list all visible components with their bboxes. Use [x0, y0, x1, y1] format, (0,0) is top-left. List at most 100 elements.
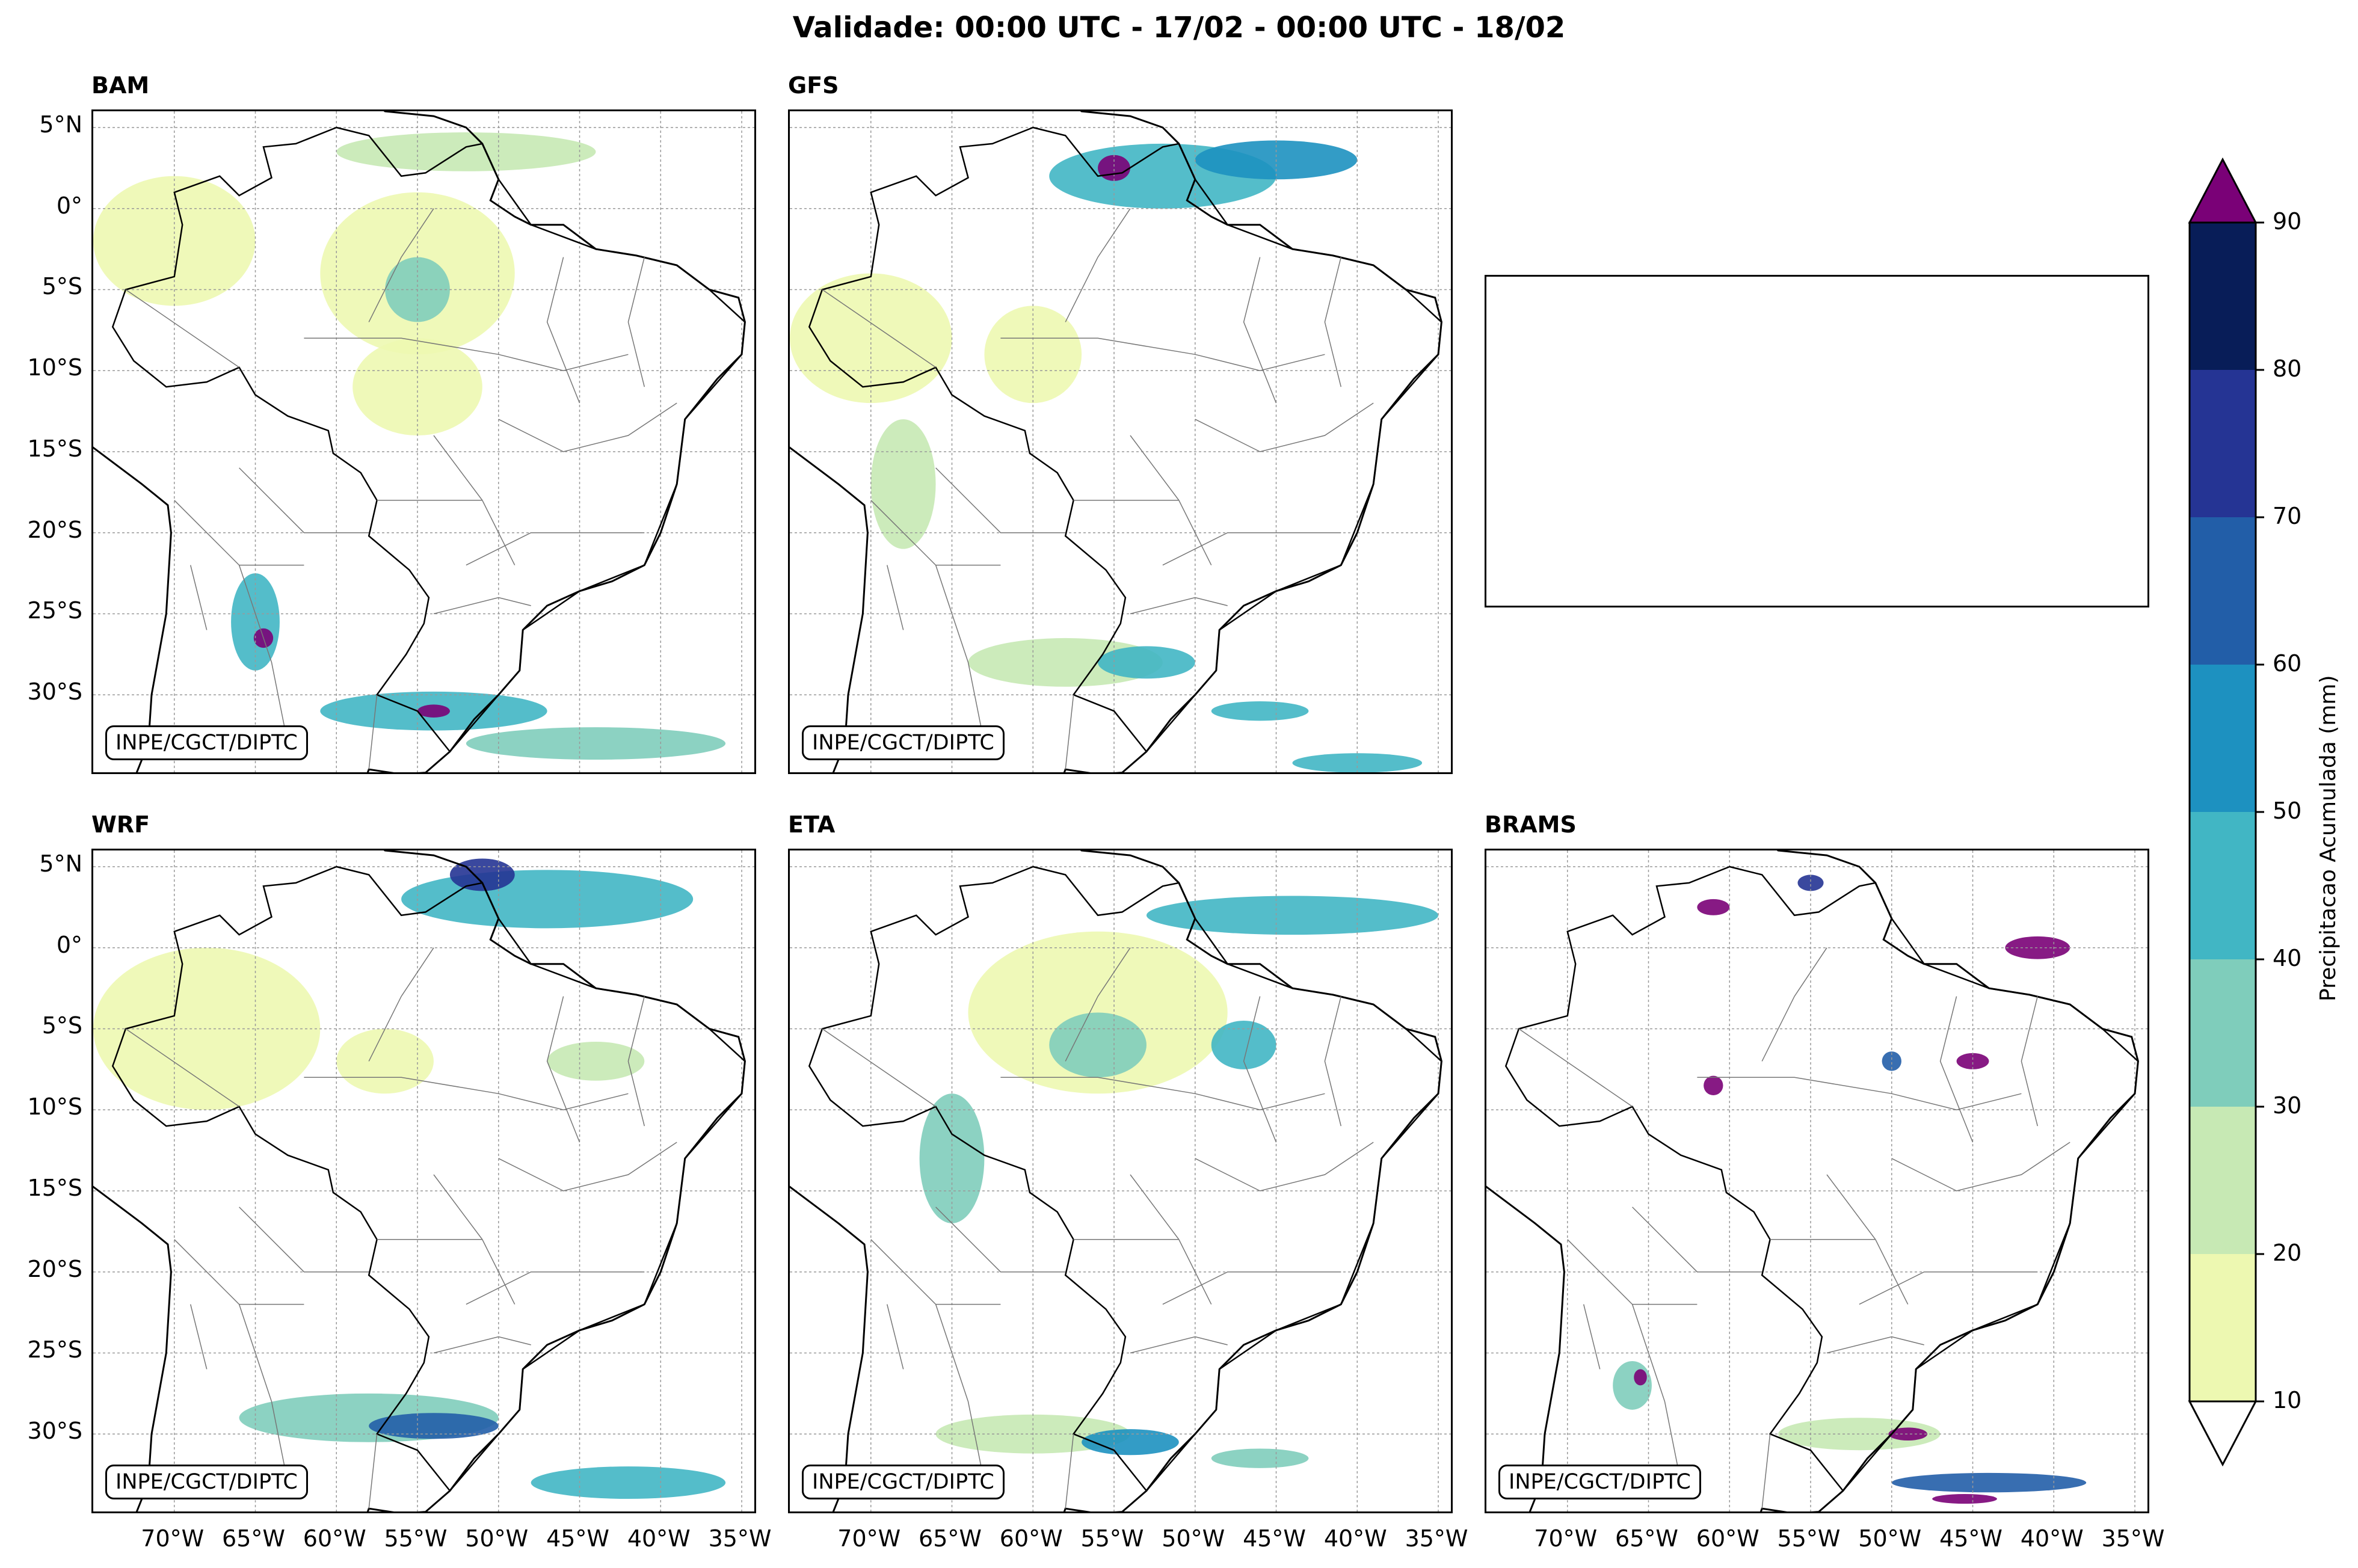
- state-border: [1939, 996, 1974, 1143]
- country-border: [1504, 865, 2139, 1492]
- state-border: [1065, 208, 1131, 322]
- empty-panel-box: [1485, 275, 2149, 607]
- map-panel-eta: INPE/CGCT/DIPTC: [788, 849, 1453, 1513]
- state-border: [238, 1304, 289, 1483]
- coastline: [93, 111, 746, 772]
- state-border: [1859, 1271, 2038, 1305]
- precip-area: [449, 858, 515, 891]
- colorbar-tick-label: 40: [2273, 945, 2302, 971]
- state-border: [466, 532, 645, 566]
- lat-tick-label: 20°S: [27, 516, 82, 543]
- state-border: [1195, 402, 1374, 452]
- state-border: [1826, 1336, 1924, 1354]
- colorbar-label: Precipitacao Acumulada (mm): [2316, 675, 2341, 1001]
- country-border: [808, 865, 1442, 1492]
- state-border: [870, 500, 1001, 566]
- state-border: [368, 208, 434, 322]
- precip-area: [1082, 1429, 1179, 1456]
- state-border: [1697, 1077, 2022, 1110]
- state-border: [498, 1142, 677, 1191]
- state-border: [1518, 1028, 1633, 1107]
- precip-area: [1049, 1012, 1147, 1078]
- colorbar-segment: [2190, 1254, 2256, 1401]
- state-border: [466, 1271, 645, 1305]
- colorbar-segment: [2190, 812, 2256, 959]
- map-panel-bam: INPE/CGCT/DIPTC: [91, 109, 756, 774]
- colorbar-tick-label: 90: [2273, 208, 2302, 235]
- precip-area: [547, 1042, 645, 1081]
- country-border: [808, 126, 1442, 753]
- lon-tick-label: 40°W: [627, 1525, 691, 1552]
- lon-tick-label: 70°W: [837, 1525, 901, 1552]
- state-border: [822, 1028, 937, 1107]
- lat-tick-label: 10°S: [27, 1093, 82, 1121]
- colorbar-segment: [2190, 517, 2256, 665]
- state-border: [1761, 1434, 1771, 1509]
- state-border: [935, 1304, 985, 1483]
- state-border: [368, 1434, 378, 1509]
- state-border: [1891, 1142, 2070, 1191]
- lat-tick-label: 20°S: [27, 1255, 82, 1282]
- state-border: [1632, 1207, 1762, 1273]
- colorbar-over-arrow: [2188, 157, 2258, 224]
- state-border: [1324, 257, 1342, 387]
- lat-tick-label: 10°S: [27, 354, 82, 381]
- credit-label: INPE/CGCT/DIPTC: [1498, 1465, 1701, 1499]
- state-border: [238, 565, 289, 744]
- colorbar-segment: [2190, 665, 2256, 812]
- precip-area: [1634, 1369, 1647, 1386]
- state-border: [822, 289, 937, 368]
- panel-title-gfs: GFS: [788, 72, 839, 99]
- state-border: [546, 257, 580, 404]
- lat-tick-label: 25°S: [27, 597, 82, 624]
- state-border: [368, 947, 434, 1062]
- lon-tick-label: 60°W: [1696, 1525, 1759, 1552]
- state-border: [1000, 337, 1325, 371]
- map-svg: [93, 111, 754, 772]
- state-border: [1243, 257, 1277, 404]
- state-border: [1162, 532, 1341, 566]
- precip-area: [336, 132, 596, 171]
- map-svg: [790, 111, 1451, 772]
- lon-tick-label: 55°W: [1080, 1525, 1144, 1552]
- panel-title-bam: BAM: [91, 72, 150, 99]
- precip-area: [93, 947, 321, 1110]
- colorbar-tick-label: 30: [2273, 1092, 2302, 1119]
- state-border: [886, 1304, 904, 1370]
- state-border: [1324, 996, 1342, 1127]
- colorbar-segment: [2190, 1107, 2256, 1254]
- lon-tick-label: 65°W: [222, 1525, 285, 1552]
- precip-area: [1211, 701, 1309, 721]
- lon-tick-label: 45°W: [1939, 1525, 2002, 1552]
- precip-area: [1098, 646, 1195, 679]
- state-border: [935, 1207, 1066, 1273]
- credit-label: INPE/CGCT/DIPTC: [105, 725, 308, 760]
- precip-area: [1891, 1472, 2087, 1493]
- colorbar-tick-label: 80: [2273, 355, 2302, 382]
- precip-area: [336, 1028, 434, 1094]
- panel-title-brams: BRAMS: [1485, 811, 1577, 838]
- lon-tick-label: 50°W: [465, 1525, 529, 1552]
- coastline: [1486, 850, 2139, 1511]
- state-border: [935, 565, 985, 744]
- state-border: [1583, 1304, 1601, 1370]
- state-border: [125, 289, 240, 368]
- precip-area: [369, 1413, 499, 1439]
- lat-tick-label: 5°S: [42, 273, 82, 300]
- state-border: [1761, 947, 1827, 1062]
- coastline: [93, 850, 746, 1511]
- lat-tick-label: 30°S: [27, 678, 82, 706]
- precip-area: [1704, 1075, 1723, 1095]
- country-border: [111, 865, 746, 1492]
- precip-area: [1146, 896, 1439, 935]
- state-border: [189, 1304, 208, 1370]
- lon-tick-label: 55°W: [384, 1525, 448, 1552]
- precip-area: [1797, 875, 1824, 891]
- lat-tick-label: 5°S: [42, 1012, 82, 1039]
- lon-tick-label: 50°W: [1162, 1525, 1225, 1552]
- lon-tick-label: 35°W: [708, 1525, 772, 1552]
- lon-tick-label: 35°W: [2101, 1525, 2165, 1552]
- precip-area: [870, 419, 936, 549]
- lon-tick-label: 45°W: [546, 1525, 609, 1552]
- lon-tick-label: 40°W: [2020, 1525, 2084, 1552]
